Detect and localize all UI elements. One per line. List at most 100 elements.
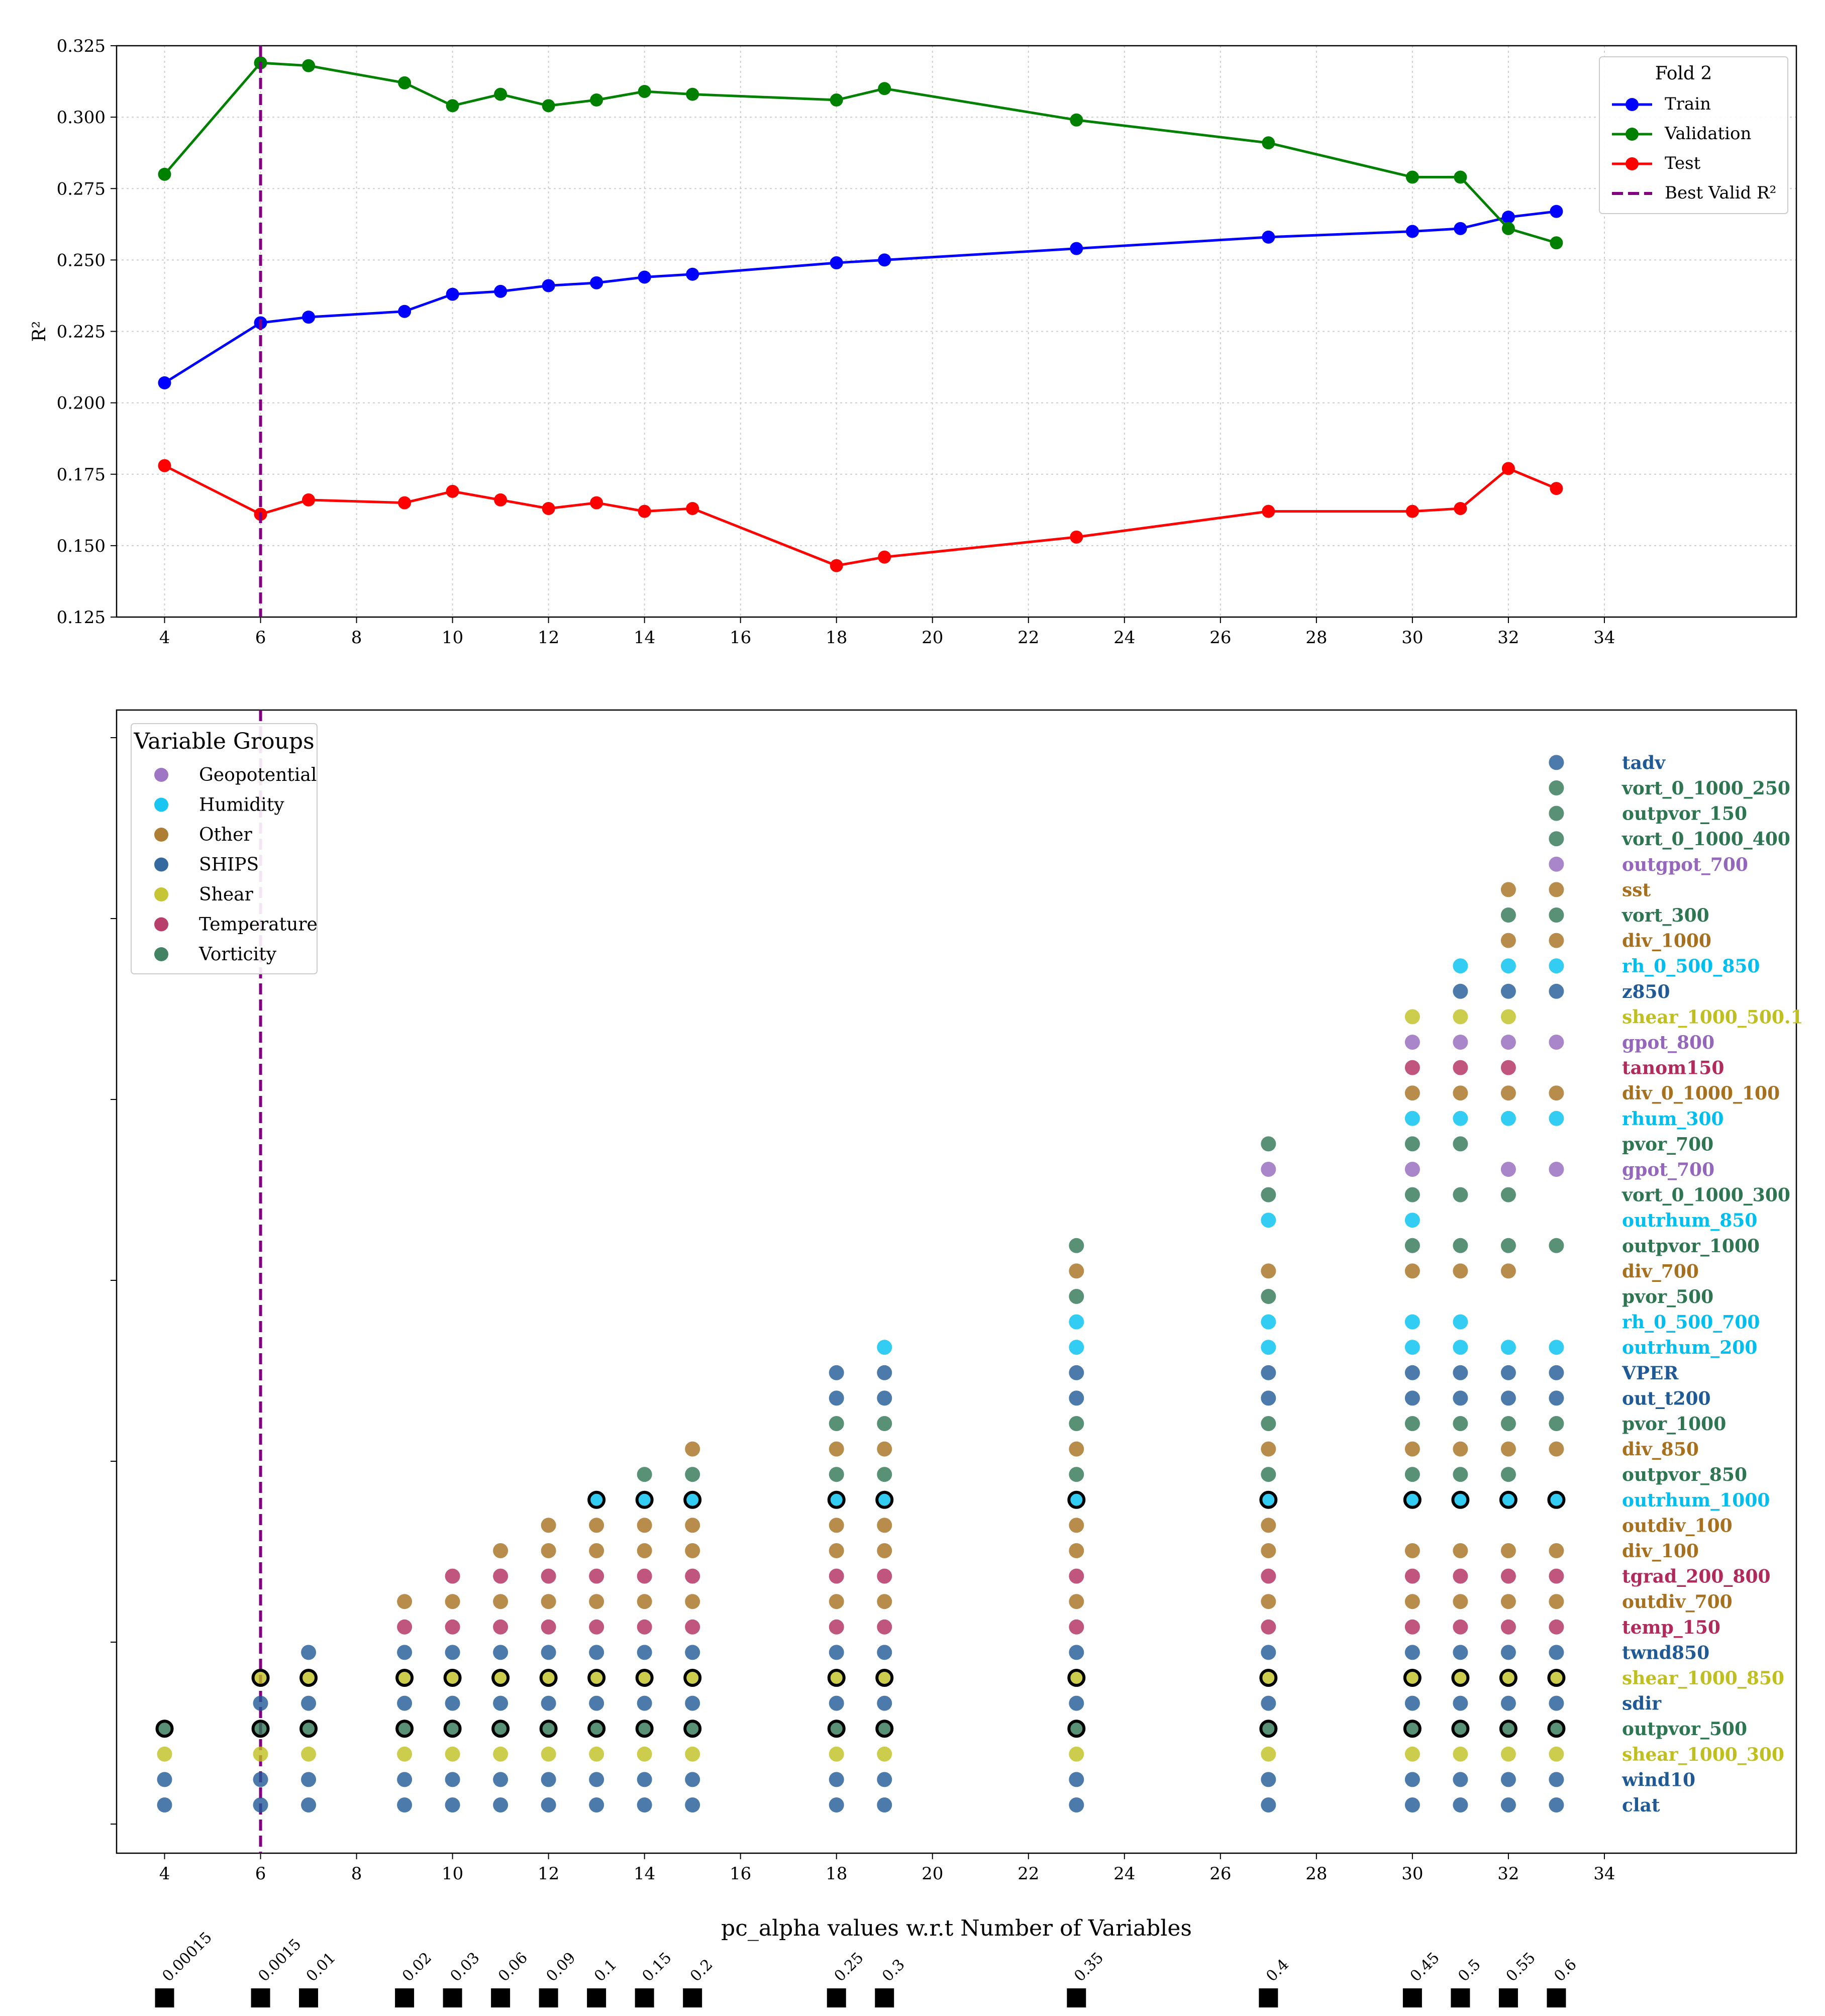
selected-variable-point: [1261, 1746, 1276, 1762]
pc-alpha-marker: [299, 1988, 319, 2007]
x-tick-label: 34: [1593, 1864, 1615, 1884]
selected-variable-point: [1500, 1111, 1516, 1126]
selected-variable-point: [397, 1797, 413, 1812]
legend-title: Fold 2: [1655, 63, 1712, 84]
variable-labels: tadv vort_0_1000_250 outpvor_150 vort_0_100…: [1621, 752, 1803, 1816]
selected-variable-point: [829, 1441, 844, 1457]
pc-alpha-marker: [1451, 1988, 1470, 2007]
selected-variable-point: [1404, 1035, 1420, 1050]
selected-variable-point: [1261, 1213, 1276, 1228]
y-tick-label: 0.300: [57, 108, 106, 128]
series-point-validation: [1454, 170, 1467, 184]
selected-variable-point: [589, 1746, 604, 1762]
selected-variable-point: [1500, 1416, 1516, 1431]
selected-variable-point: [1404, 1797, 1420, 1812]
selected-variable-point: [685, 1619, 700, 1635]
variable-label: outrhum_1000: [1622, 1490, 1770, 1511]
selected-variable-point: [1500, 1162, 1516, 1177]
x-tick-label: 24: [1113, 628, 1135, 648]
selected-variable-point: [1549, 831, 1564, 847]
variable-label: VPER: [1621, 1363, 1679, 1384]
series-point-test: [398, 496, 412, 510]
series-point-train: [494, 284, 508, 298]
variable-label: pvor_1000: [1622, 1414, 1726, 1435]
selected-variable-point: [301, 1772, 317, 1787]
selected-variable-point: [541, 1695, 556, 1711]
series-point-train: [446, 287, 459, 301]
x-tick-label: 22: [1018, 628, 1039, 648]
selected-variable-point: [301, 1695, 317, 1711]
selected-variable-point: [445, 1594, 460, 1609]
selected-variable-point: [1069, 1568, 1084, 1584]
selected-variable-point: [1069, 1467, 1084, 1482]
top-legend: Fold 2 Train Validation Test Best Valid R²: [1599, 56, 1788, 214]
selected-variable-point: [1549, 1390, 1564, 1406]
selected-variable-point-highlighted: [539, 1669, 558, 1687]
selected-variable-point: [1500, 1467, 1516, 1482]
selected-variable-point-highlighted: [1403, 1490, 1422, 1509]
x-tick-label: 6: [255, 1864, 266, 1884]
selected-variable-point-highlighted: [1499, 1490, 1517, 1509]
selected-variable-point: [253, 1695, 268, 1711]
variable-label: outpvor_850: [1622, 1464, 1747, 1485]
selected-variable-point: [1261, 1136, 1276, 1152]
selected-variable-point: [1453, 1060, 1468, 1075]
selected-variable-point: [1261, 1645, 1276, 1660]
variable-label: twnd850: [1622, 1642, 1709, 1663]
selected-variable-point: [493, 1645, 509, 1660]
selected-variable-point: [541, 1568, 556, 1584]
variable-label: shear_1000_500.1: [1622, 1006, 1803, 1028]
variable-label: rh_0_500_700: [1622, 1312, 1760, 1333]
selected-variable-point: [589, 1645, 604, 1660]
selected-variable-point-highlighted: [683, 1490, 702, 1509]
selected-variable-point: [397, 1619, 413, 1635]
legend-label: Geopotential: [199, 765, 317, 785]
legend-swatch-marker: [154, 768, 168, 782]
selected-variable-point: [397, 1695, 413, 1711]
series-point-train: [590, 276, 603, 289]
selected-variable-point: [1261, 1390, 1276, 1406]
pc-alpha-marker: [1547, 1988, 1566, 2007]
selected-variable-point: [1261, 1797, 1276, 1812]
variable-label: outdiv_100: [1622, 1515, 1733, 1536]
selected-variable-point: [1549, 1365, 1564, 1380]
selected-variable-point-highlighted: [1451, 1490, 1470, 1509]
y-tick-label: 0.175: [57, 465, 106, 485]
selected-variable-point: [1500, 882, 1516, 897]
x-axis-label: pc_alpha values w.r.t Number of Variable…: [721, 1916, 1192, 1941]
selected-variable-point: [1549, 805, 1564, 821]
selected-variable-point-highlighted: [299, 1669, 318, 1687]
series-point-test: [158, 459, 171, 472]
y-tick-label: 0.250: [57, 250, 106, 270]
series-point-train: [398, 305, 412, 318]
selected-variable-point: [1500, 908, 1516, 923]
selected-variable-point: [1500, 1060, 1516, 1075]
variable-label: out_t200: [1622, 1388, 1711, 1409]
selected-variable-point: [1404, 1594, 1420, 1609]
selected-variable-point: [1261, 1619, 1276, 1635]
legend-label: Test: [1665, 153, 1701, 173]
x-tick-label: 14: [634, 1864, 655, 1884]
selected-variable-point: [1069, 1645, 1084, 1660]
series-line-test: [164, 464, 1557, 567]
series-point-train: [1405, 225, 1419, 238]
selected-variable-point: [1261, 1568, 1276, 1584]
variable-label: rhum_300: [1622, 1108, 1724, 1130]
selected-variable-point: [541, 1645, 556, 1660]
y-tick-label: 0.225: [57, 322, 106, 342]
selected-variable-point: [493, 1695, 509, 1711]
selected-variable-point: [1404, 1543, 1420, 1558]
selected-variable-point: [877, 1467, 892, 1482]
selected-variable-point: [877, 1568, 892, 1584]
x-tick-label: 28: [1305, 628, 1327, 648]
selected-variable-point: [1404, 1111, 1420, 1126]
variable-label: div_0_1000_100: [1622, 1083, 1780, 1104]
selected-variable-point: [829, 1518, 844, 1533]
selected-variable-point: [1453, 1390, 1468, 1406]
variable-label: tanom150: [1622, 1058, 1724, 1079]
selected-variable-point: [541, 1797, 556, 1812]
selected-variable-point-highlighted: [683, 1669, 702, 1687]
selected-variable-point: [253, 1746, 268, 1762]
selected-variable-point-highlighted: [395, 1669, 414, 1687]
legend-label: Temperature: [199, 915, 318, 935]
